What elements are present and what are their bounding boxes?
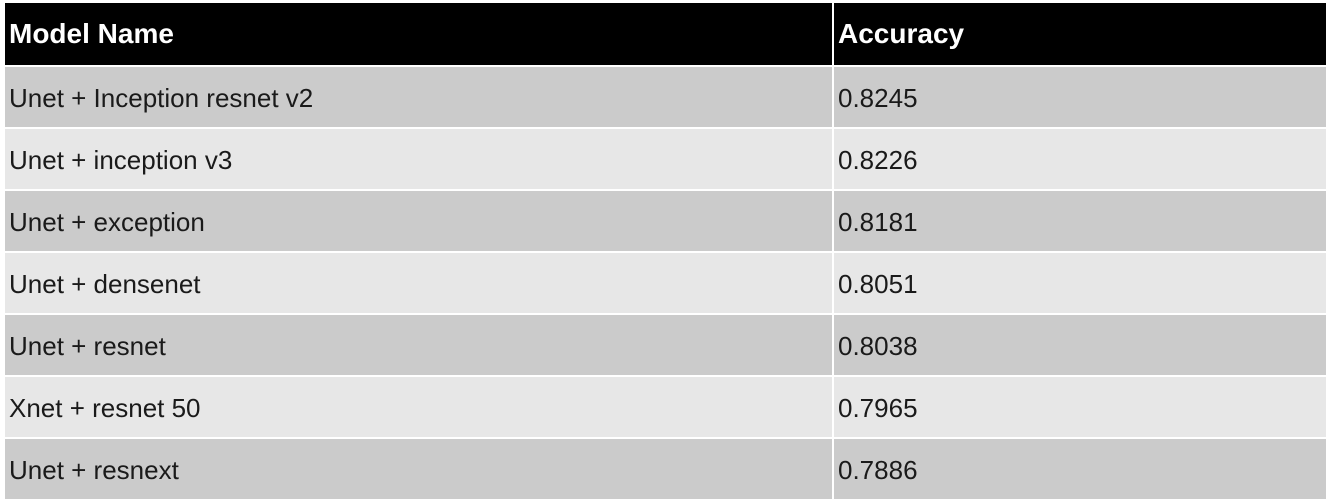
table-row: Unet + exception 0.8181 [5, 189, 1326, 252]
table-row: Unet + densenet 0.8051 [5, 251, 1326, 314]
model-name-cell: Xnet + resnet 50 [5, 375, 833, 438]
column-header-model-name: Model Name [5, 3, 833, 66]
model-name-cell: Unet + densenet [5, 251, 833, 314]
column-header-accuracy: Accuracy [832, 3, 1326, 66]
accuracy-cell: 0.8245 [832, 65, 1326, 128]
table-body: Unet + Inception resnet v2 0.8245 Unet +… [5, 65, 1326, 499]
accuracy-cell: 0.7965 [832, 375, 1326, 438]
table-header: Model Name Accuracy [5, 3, 1326, 66]
accuracy-cell: 0.8051 [832, 251, 1326, 314]
table-row: Unet + inception v3 0.8226 [5, 127, 1326, 190]
accuracy-cell: 0.7886 [832, 437, 1326, 499]
model-name-cell: Unet + Inception resnet v2 [5, 65, 833, 128]
accuracy-cell: 0.8181 [832, 189, 1326, 252]
results-table-container: Model Name Accuracy Unet + Inception res… [5, 3, 1326, 499]
model-name-cell: Unet + resnet [5, 313, 833, 376]
table-row: Unet + resnet 0.8038 [5, 313, 1326, 376]
table-row: Unet + Inception resnet v2 0.8245 [5, 65, 1326, 128]
accuracy-cell: 0.8226 [832, 127, 1326, 190]
model-name-cell: Unet + exception [5, 189, 833, 252]
header-row: Model Name Accuracy [5, 3, 1326, 66]
table-row: Unet + resnext 0.7886 [5, 437, 1326, 499]
model-name-cell: Unet + resnext [5, 437, 833, 499]
results-table: Model Name Accuracy Unet + Inception res… [5, 3, 1326, 499]
table-row: Xnet + resnet 50 0.7965 [5, 375, 1326, 438]
model-name-cell: Unet + inception v3 [5, 127, 833, 190]
accuracy-cell: 0.8038 [832, 313, 1326, 376]
